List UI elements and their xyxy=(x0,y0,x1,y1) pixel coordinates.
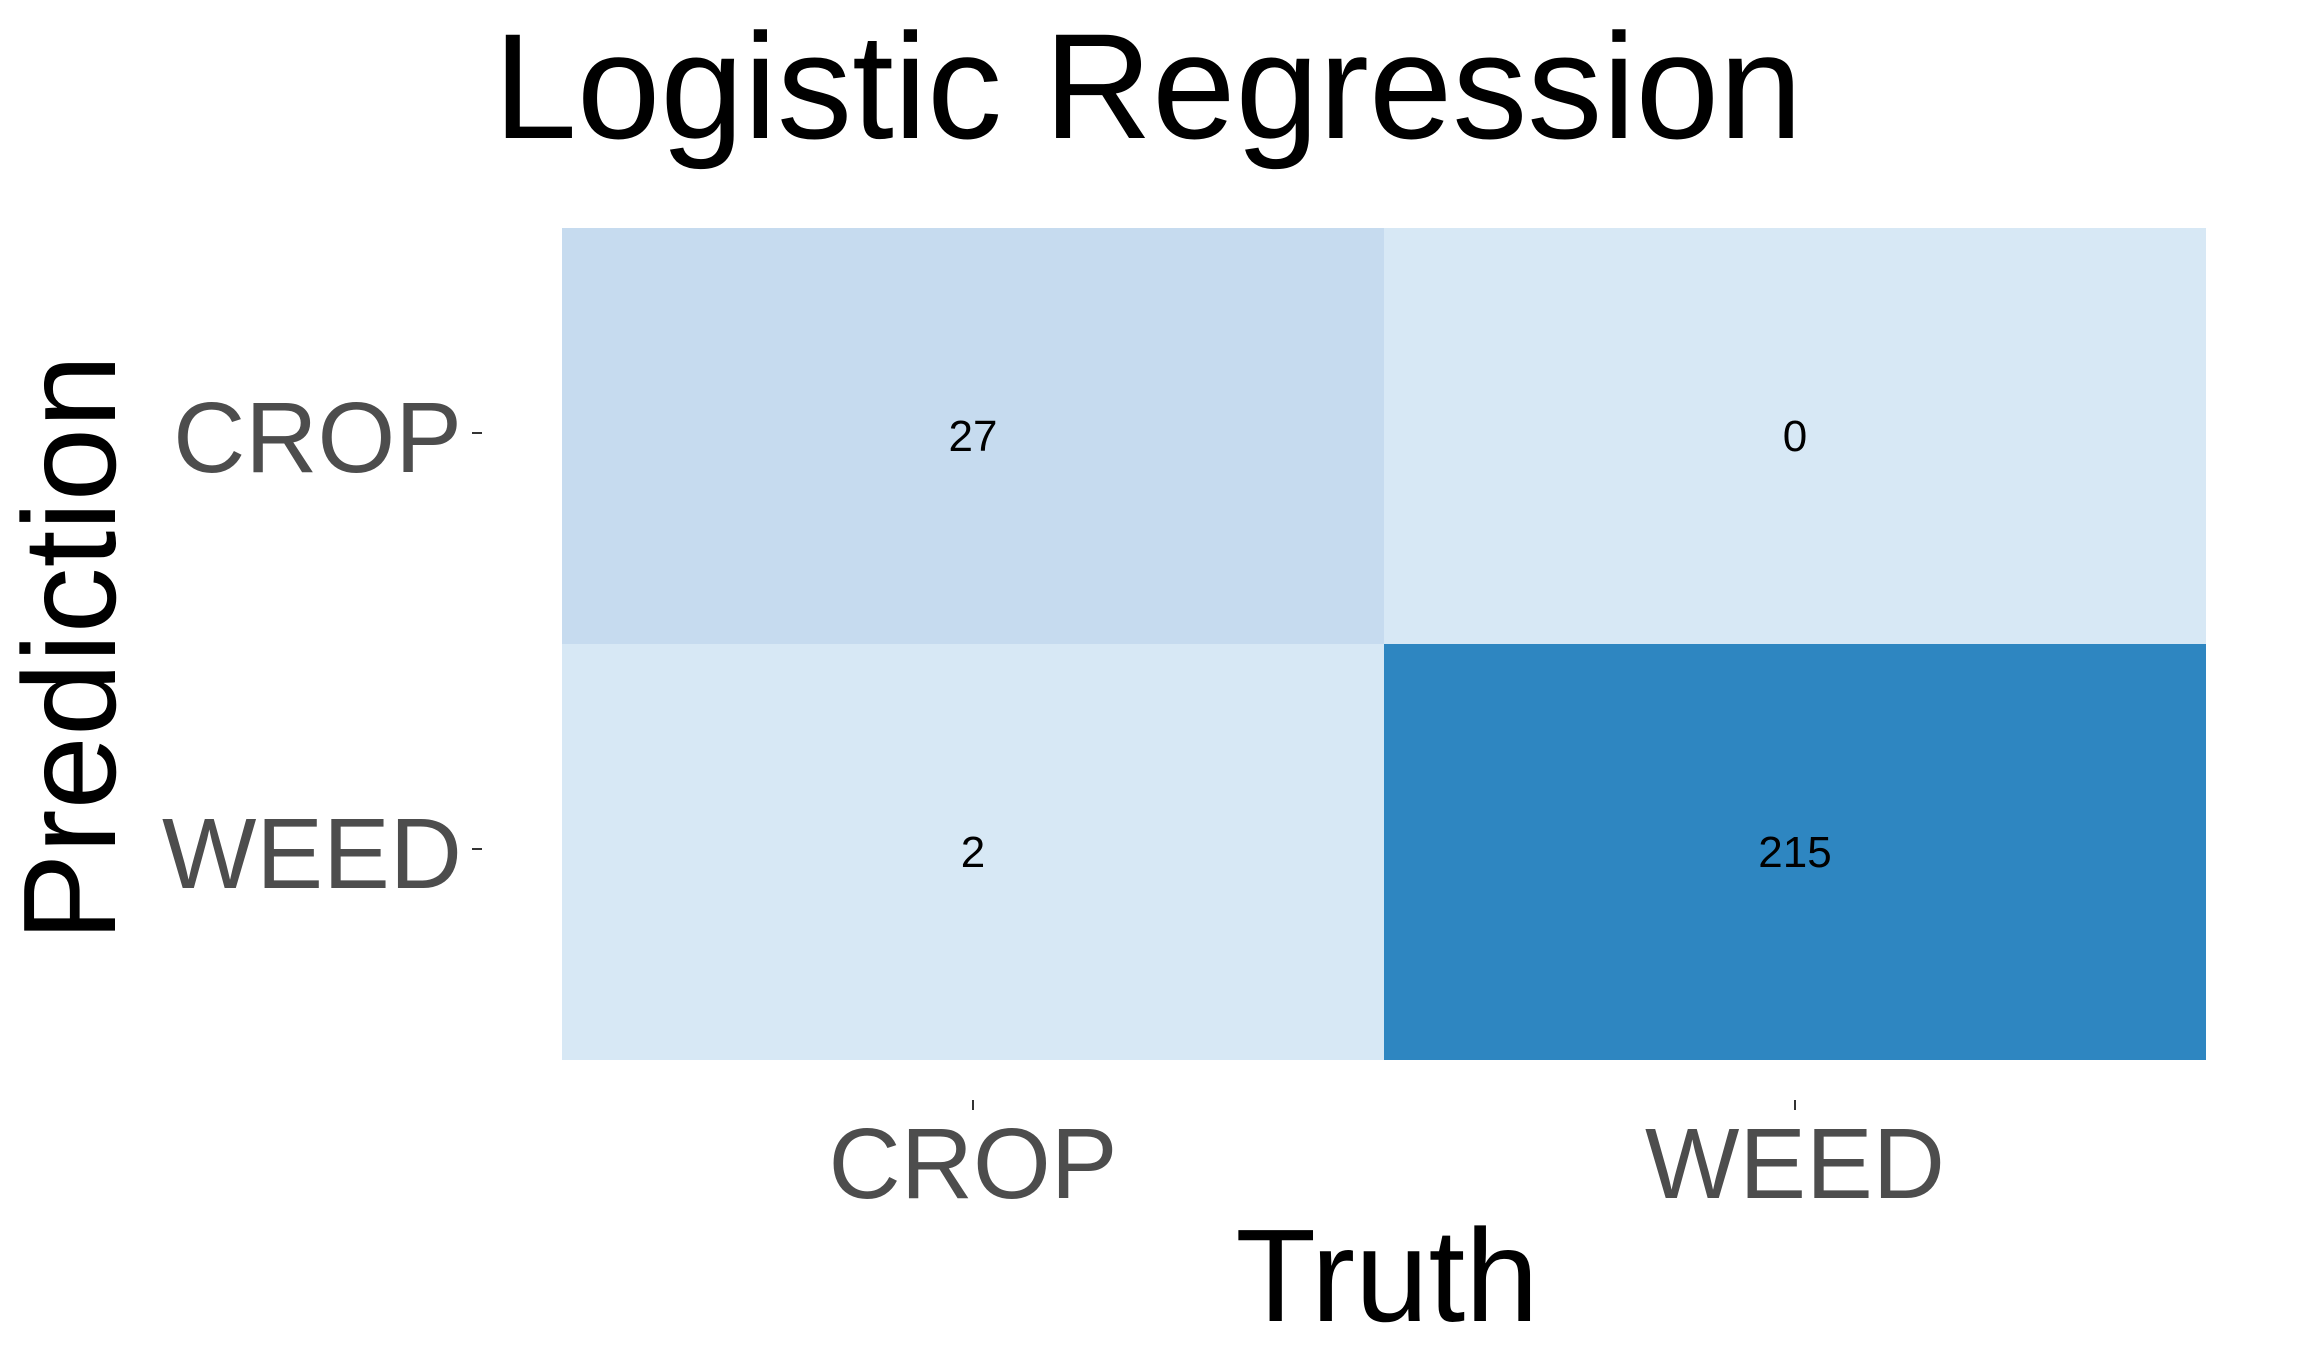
heatmap-cell-weed-weed xyxy=(1384,644,2206,1060)
heatmap-cells xyxy=(562,228,2206,1060)
x-axis-title: Truth xyxy=(1235,1202,1538,1349)
heatmap-cell-crop-weed xyxy=(1384,228,2206,644)
cell-value-label: 27 xyxy=(949,412,998,461)
cell-value-label: 2 xyxy=(961,828,985,877)
x-tick-label: CROP xyxy=(829,1108,1118,1220)
cell-value-label: 215 xyxy=(1758,828,1831,877)
y-axis: CROP WEED xyxy=(162,382,482,910)
x-tick-label: WEED xyxy=(1645,1108,1945,1220)
chart-title: Logistic Regression xyxy=(494,2,1803,170)
x-axis: CROP WEED xyxy=(829,1100,1945,1220)
y-tick-label: WEED xyxy=(162,798,462,910)
cell-value-label: 0 xyxy=(1783,412,1807,461)
y-tick-label: CROP xyxy=(173,382,462,494)
heatmap-cell-labels: 27 0 2 215 xyxy=(949,412,1832,877)
heatmap-cell-crop-crop xyxy=(562,228,1384,644)
y-axis-title: Prediction xyxy=(0,355,143,942)
heatmap-cell-weed-crop xyxy=(562,644,1384,1060)
